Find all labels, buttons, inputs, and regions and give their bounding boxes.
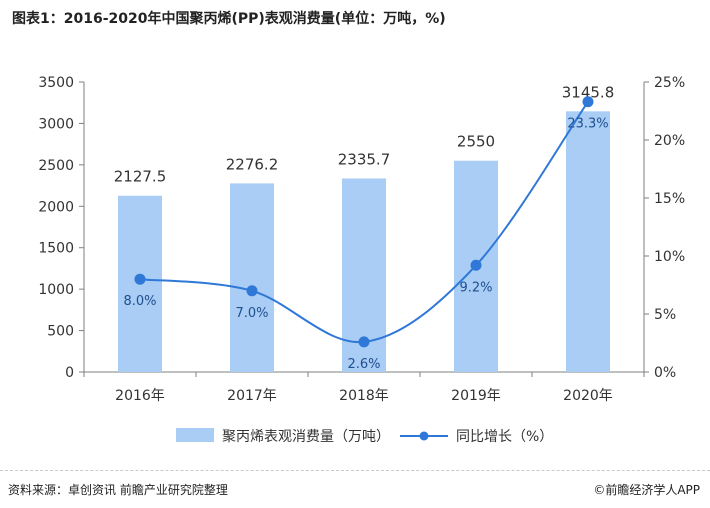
bar-value-label: 2335.7: [338, 150, 391, 168]
x-tick-label: 2019年: [451, 388, 501, 404]
bar-value-label: 2550: [457, 133, 495, 151]
y-left-tick-label: 500: [47, 324, 74, 340]
growth-value-label: 9.2%: [459, 280, 492, 295]
y-right-tick-label: 0%: [654, 365, 676, 381]
legend-line-marker: [419, 431, 429, 441]
y-right-tick-label: 5%: [654, 307, 676, 323]
bar-value-label: 2127.5: [114, 168, 167, 186]
y-left-tick-label: 1000: [38, 282, 74, 298]
growth-point: [134, 273, 146, 285]
growth-point: [246, 285, 258, 297]
growth-value-label: 23.3%: [567, 117, 608, 132]
y-left-tick-label: 3500: [38, 75, 74, 91]
legend-line-label: 同比增长（%）: [456, 429, 553, 445]
bar: [566, 111, 610, 373]
legend-bar-label: 聚丙烯表观消费量（万吨）: [222, 429, 390, 445]
y-right-tick-label: 10%: [654, 249, 685, 265]
source-note: 资料来源：卓创资讯 前瞻产业研究院整理: [8, 483, 228, 497]
legend-bar-swatch: [176, 428, 214, 442]
y-left-tick-label: 1500: [38, 241, 74, 257]
y-left-tick-label: 2500: [38, 158, 74, 174]
combo-chart: 0 500 1000 1500 2000 2500 3000 3500 0% 5% 10% 15% 20…: [38, 75, 685, 445]
x-tick-label: 2020年: [563, 388, 613, 404]
y-right-tick-label: 20%: [654, 133, 685, 149]
growth-value-label: 8.0%: [123, 294, 156, 309]
x-tick-label: 2017年: [227, 388, 277, 404]
y-right-tick-label: 15%: [654, 191, 685, 207]
footer-divider: [0, 470, 710, 471]
growth-point: [582, 96, 594, 108]
growth-point: [470, 259, 482, 271]
growth-value-label: 2.6%: [347, 357, 380, 372]
bar-value-label: 2276.2: [226, 155, 279, 173]
y-left-tick-label: 3000: [38, 116, 74, 132]
growth-value-label: 7.0%: [235, 306, 268, 321]
y-left-tick-label: 0: [65, 365, 74, 381]
x-tick-label: 2018年: [339, 388, 389, 404]
brand-mark: ©前瞻经济学人APP: [593, 483, 700, 497]
bar-value-label: 3145.8: [562, 83, 615, 101]
bar: [230, 183, 274, 372]
growth-point: [358, 336, 370, 348]
growth-line: [139, 101, 589, 343]
y-right-tick-label: 25%: [654, 75, 685, 91]
chart-title: 图表1：2016-2020年中国聚丙烯(PP)表观消费量(单位：万吨，%): [12, 11, 446, 27]
y-left-tick-label: 2000: [38, 199, 74, 215]
x-tick-label: 2016年: [115, 388, 165, 404]
